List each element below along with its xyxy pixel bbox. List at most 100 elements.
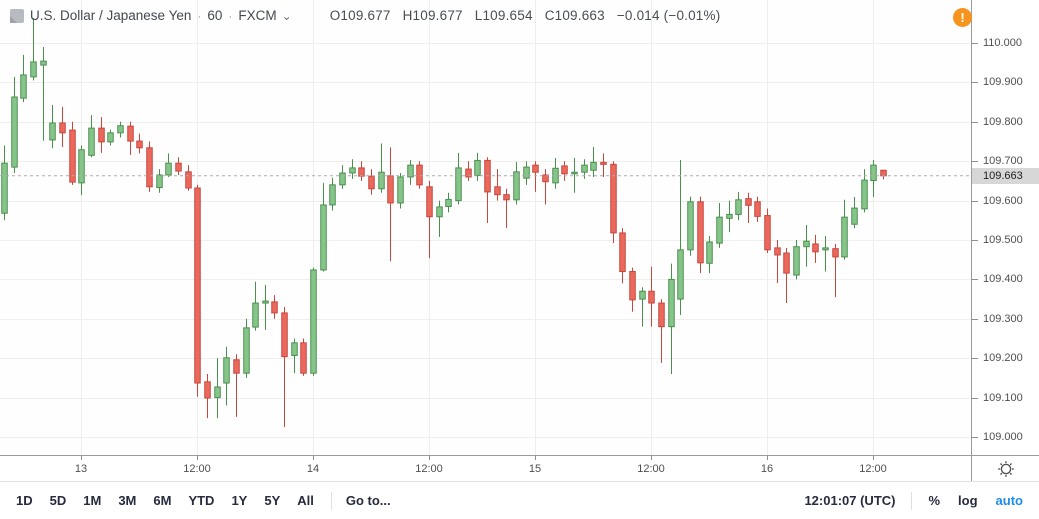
price-axis-tick: [972, 201, 978, 202]
candle-body: [204, 381, 211, 399]
candle-body: [117, 125, 124, 134]
candle-body: [349, 167, 356, 174]
candle-body: [252, 302, 259, 328]
time-axis-label: 13: [74, 463, 88, 475]
candle-body: [474, 159, 481, 176]
percent-scale-button[interactable]: %: [928, 493, 941, 508]
scale-settings-gear-icon[interactable]: [996, 459, 1016, 479]
candle-body: [687, 201, 694, 251]
range-5y-button[interactable]: 5Y: [264, 493, 281, 508]
log-scale-button[interactable]: log: [958, 493, 978, 508]
candle-body: [416, 164, 423, 186]
price-axis[interactable]: 110.000 109.900 109.800 109.700 109.600 109.5…: [971, 0, 1039, 455]
candle-body: [716, 216, 723, 244]
candle-body: [320, 204, 327, 271]
time-axis-tick: [313, 456, 314, 460]
price-axis-label: 109.300: [983, 313, 1023, 325]
time-axis-label: 12:00: [415, 463, 443, 475]
candle-body: [223, 357, 230, 384]
range-1y-button[interactable]: 1Y: [231, 493, 248, 508]
candle-body: [571, 171, 578, 175]
candle-body: [271, 301, 278, 314]
price-axis-label: 110.000: [983, 37, 1022, 49]
time-axis-tick: [767, 456, 768, 460]
time-axis-label: 16: [760, 463, 774, 475]
candle-body: [861, 179, 868, 210]
time-axis-tick: [429, 456, 430, 460]
candle-body: [841, 216, 848, 258]
candle-body: [832, 248, 839, 258]
scale-controls: 12:01:07 (UTC) % log auto: [804, 491, 1023, 510]
legend-separator: ·: [228, 8, 233, 23]
range-buttons: 1D 5D 1M 3M 6M YTD 1Y 5Y All Go to...: [16, 491, 391, 510]
candle-body: [329, 184, 336, 206]
candle-body: [20, 74, 27, 99]
candle-body: [880, 169, 887, 177]
time-axis-label: 12:00: [637, 463, 665, 475]
candle-body: [378, 171, 385, 190]
go-to-button[interactable]: Go to...: [345, 493, 391, 508]
range-all-button[interactable]: All: [297, 493, 314, 508]
candle-body: [436, 206, 443, 218]
candle-body: [426, 186, 433, 218]
range-1m-button[interactable]: 1M: [83, 493, 102, 508]
time-axis-label: 12:00: [859, 463, 887, 475]
price-axis-tick: [972, 122, 978, 123]
candle-body: [387, 175, 394, 204]
candle-body: [745, 198, 752, 206]
change-value: −0.014 (−0.01%): [616, 8, 721, 23]
time-axis[interactable]: 13 12:00 14 12:00 15 12:00 16 12:00: [0, 455, 971, 482]
candlestick-chart[interactable]: [0, 0, 971, 455]
exchange-name[interactable]: FXCM: [238, 8, 277, 23]
candle-body: [49, 122, 56, 141]
symbol-legend: U.S. Dollar / Japanese Yen · 60 · FXCM ⌄…: [10, 8, 720, 23]
chart-area[interactable]: [0, 0, 971, 455]
clock-utc[interactable]: 12:01:07 (UTC): [804, 493, 896, 508]
candle-body: [581, 164, 588, 173]
bottom-toolbar: 1D 5D 1M 3M 6M YTD 1Y 5Y All Go to... 12…: [0, 481, 1039, 519]
candle-body: [243, 327, 250, 374]
candle-body: [600, 161, 607, 165]
candle-body: [532, 164, 539, 173]
open-value: O109.677: [329, 8, 391, 23]
symbol-logo-icon: [10, 8, 24, 23]
candle-body: [494, 186, 501, 196]
range-6m-button[interactable]: 6M: [153, 493, 172, 508]
candle-body: [639, 290, 646, 300]
candle-body: [127, 125, 134, 142]
candle-body: [851, 207, 858, 225]
time-axis-tick: [197, 456, 198, 460]
alert-icon[interactable]: !: [953, 8, 972, 27]
range-ytd-button[interactable]: YTD: [188, 493, 215, 508]
auto-scale-button[interactable]: auto: [995, 493, 1023, 508]
range-5d-button[interactable]: 5D: [49, 493, 67, 508]
time-axis-label: 15: [528, 463, 542, 475]
interval-value[interactable]: 60: [207, 8, 223, 23]
candle-body: [735, 199, 742, 215]
candle-body: [677, 249, 684, 300]
range-1d-button[interactable]: 1D: [16, 493, 33, 508]
close-value: C109.663: [544, 8, 605, 23]
candle-body: [513, 171, 520, 201]
candle-body: [358, 167, 365, 177]
candle-body: [629, 271, 636, 301]
price-axis-tick: [972, 358, 978, 359]
candle-body: [175, 162, 182, 172]
candle-body: [310, 269, 317, 374]
candle-body: [610, 163, 617, 234]
price-axis-tick: [972, 319, 978, 320]
price-axis-label: 109.400: [983, 273, 1023, 285]
price-axis-label: 109.900: [983, 76, 1023, 88]
candle-body: [78, 149, 85, 184]
candle-body: [658, 302, 665, 328]
range-3m-button[interactable]: 3M: [118, 493, 137, 508]
candle-body: [107, 132, 114, 143]
candle-body: [146, 147, 153, 188]
time-axis-tick: [651, 456, 652, 460]
chevron-down-icon[interactable]: ⌄: [281, 8, 292, 23]
symbol-title[interactable]: U.S. Dollar / Japanese Yen: [30, 8, 192, 23]
candle-body: [754, 201, 761, 217]
candle-body: [185, 171, 192, 189]
candle-body: [156, 174, 163, 189]
